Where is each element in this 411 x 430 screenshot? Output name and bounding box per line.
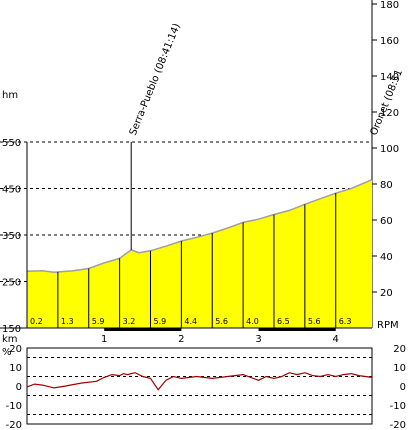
segment-gradient-label: 4.0 (246, 317, 259, 326)
gradient-left-tick-label: 0 (16, 382, 22, 393)
elevation-tick-label: 450 (2, 185, 21, 196)
segment-gradient-label: 1.3 (61, 317, 74, 326)
gradient-right-tick-label: 0 (400, 382, 406, 393)
distance-tick-label: 2 (178, 334, 184, 345)
elevation-axis-title: hm (2, 90, 18, 101)
elevation-outline (26, 179, 373, 273)
elevation-panel: 20 40 60 80 100 120 140 160 180 0.2 1.3 5.9 3.2 5.9 4.… (0, 0, 405, 345)
km-bar-segment (258, 328, 336, 331)
gradient-left-tick-label: -10 (6, 401, 22, 412)
elevation-tick-label: 550 (2, 138, 21, 149)
rpm-tick-label: 40 (380, 252, 393, 263)
distance-tick-label: 1 (101, 334, 107, 345)
segment-gradient-label: 4.4 (184, 317, 197, 326)
km-bar-segment (104, 328, 182, 331)
segment-gradient-label: 6.3 (339, 317, 352, 326)
distance-axis-title: km (2, 334, 18, 345)
rpm-tick-label: 180 (380, 0, 399, 11)
segment-gradient-label: 5.6 (215, 317, 228, 326)
segment-gradient-label: 3.2 (123, 317, 136, 326)
rpm-axis-title: RPM (377, 320, 399, 331)
distance-tick-label: 4 (333, 334, 339, 345)
gradient-right-tick-label: -20 (390, 420, 406, 430)
gradient-right-tick-label: -10 (390, 401, 406, 412)
elevation-area (27, 179, 372, 328)
elevation-tick-label: 350 (2, 231, 21, 242)
gradient-left-tick-label: 10 (9, 363, 22, 374)
rpm-tick-label: 140 (380, 72, 399, 83)
gradient-right-tick-label: 20 (393, 344, 406, 355)
waypoint-label: Serra-Pueblo (08:41:14) (128, 22, 183, 137)
rpm-tick-label: 120 (380, 108, 399, 119)
rpm-tick-label: 60 (380, 216, 393, 227)
gradient-right-tick-label: 10 (393, 363, 406, 374)
elevation-tick-label: 250 (2, 278, 21, 289)
segment-gradient-label: 0.2 (30, 317, 43, 326)
elevation-tick-label: 150 (2, 324, 21, 335)
rpm-tick-label: 160 (380, 36, 399, 47)
gradient-left-tick-label: -20 (6, 420, 22, 430)
gradient-left-tick-label: 20 (9, 344, 22, 355)
segment-gradient-label: 5.9 (153, 317, 166, 326)
rpm-tick-label: 80 (380, 180, 393, 191)
segment-gradient-label: 5.9 (92, 317, 105, 326)
segment-gradient-label: 5.6 (308, 317, 321, 326)
gradient-line (26, 372, 373, 391)
segment-gradient-label: 6.5 (277, 317, 290, 326)
gradient-axis-title: % (2, 347, 12, 358)
distance-tick-label: 3 (255, 334, 261, 345)
gradient-frame (26, 347, 373, 425)
rpm-tick-label: 100 (380, 144, 399, 155)
rpm-tick-label: 20 (380, 288, 393, 299)
